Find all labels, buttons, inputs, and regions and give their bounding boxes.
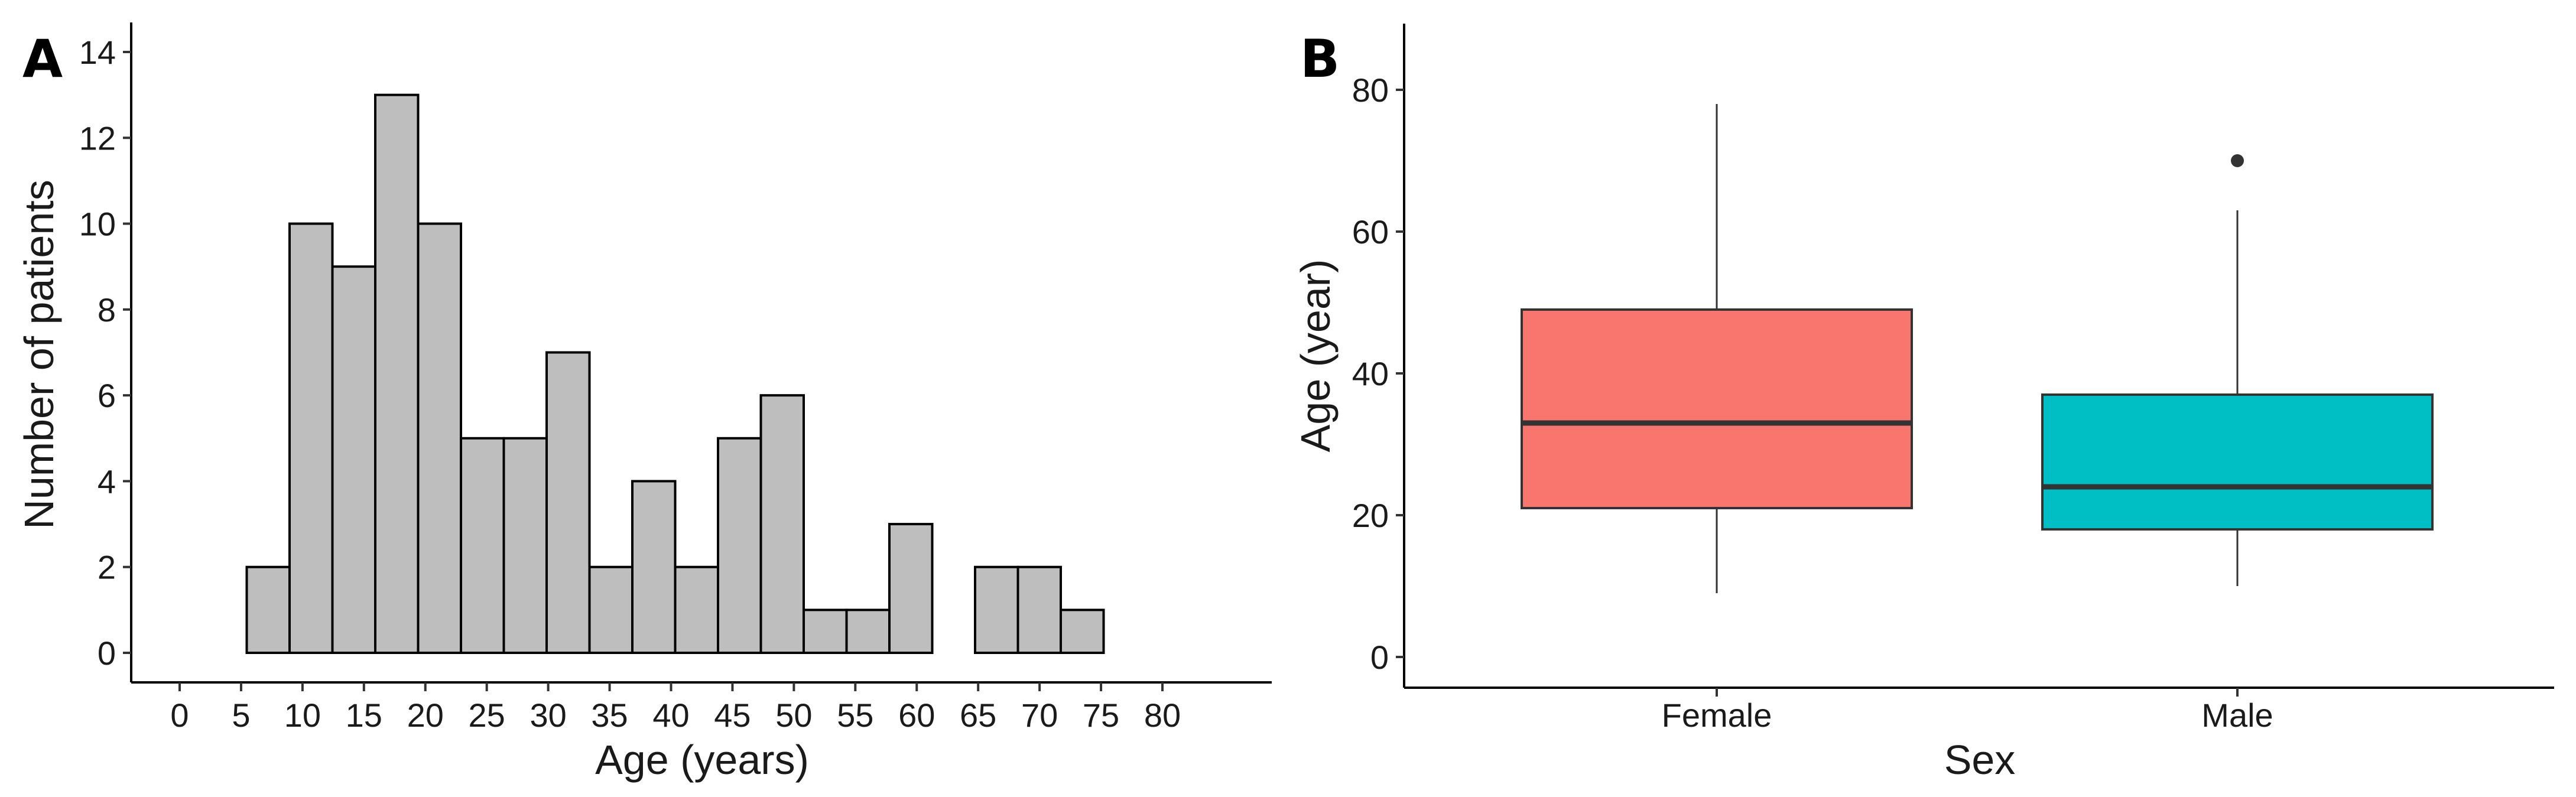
y-tick-label: 2 [98,549,116,586]
y-tick-label: 14 [79,34,116,71]
histogram-bar [674,565,719,655]
histogram-bar [974,565,1019,655]
x-tick-label: 0 [170,697,189,734]
x-tick-label: 50 [775,697,812,734]
x-tick-label: 35 [591,697,628,734]
x-tick-label: 20 [407,697,444,734]
histogram-bar [759,394,805,655]
y-tick-label: 0 [1370,639,1389,676]
panel-label-b: B [1300,28,1340,89]
y-tick-label: 10 [79,206,116,243]
histogram-bar [245,565,291,655]
y-tick-label: 0 [98,635,116,672]
y-tick-label: 40 [1352,355,1389,392]
y-axis-title: Number of patients [16,180,62,529]
histogram-bar [545,351,591,654]
x-tick-label: 80 [1144,697,1181,734]
x-tick-label: 25 [469,697,505,734]
boxplot-panel: B 0 20 40 60 80 Female Male Sex Age (year) [1292,24,2554,783]
y-tick-label: 80 [1352,71,1389,109]
x-tick-label: 65 [960,697,996,734]
histogram-bar [588,565,634,655]
histogram-bar [845,609,891,655]
x-tick-label: 75 [1083,697,1119,734]
x-axis-ticks: Female Male [1662,688,2273,734]
histogram-bar [502,437,548,654]
outlier-point [2231,154,2244,167]
histogram-bar [1016,565,1062,655]
x-tick-label: 55 [837,697,873,734]
histogram-bar [288,222,334,655]
histogram-bar [1060,609,1105,655]
y-tick-label: 6 [98,377,116,414]
x-axis-title: Age (years) [595,737,809,783]
x-tick-label: 30 [530,697,566,734]
panel-label-a: A [22,28,63,89]
x-tick-label: 10 [284,697,321,734]
y-tick-label: 12 [79,119,116,157]
y-axis-title: Age (year) [1292,259,1339,453]
x-axis-ticks: 0 5 10 15 20 25 30 35 40 45 50 55 60 65 70 75 80 [170,682,1181,734]
x-tick-label: 70 [1021,697,1058,734]
histogram-bar [717,437,762,654]
x-tick-label: Female [1662,697,1772,734]
y-axis-ticks: 0 2 4 6 8 10 12 14 [79,34,131,672]
y-tick-label: 60 [1352,213,1389,251]
histogram-bar [460,437,505,654]
x-tick-label: 15 [346,697,382,734]
x-tick-label: 60 [898,697,935,734]
y-tick-label: 20 [1352,497,1389,534]
histogram-bar [331,265,376,654]
box-iqr [1521,308,1913,509]
y-tick-label: 4 [98,463,116,500]
histogram-panel: A 0 2 4 6 8 10 12 14 0 5 10 15 20 25 30 35 40 45 50 55 60 65… [16,22,1272,783]
y-axis-ticks: 0 20 40 60 80 [1352,71,1404,676]
histogram-bars [245,93,1105,655]
histogram-bar [803,609,848,655]
x-axis-title: Sex [1944,737,2016,783]
x-tick-label: 45 [714,697,751,734]
histogram-bar [888,523,934,654]
histogram-bar [374,93,420,654]
histogram-bar [417,222,462,655]
x-tick-label: Male [2201,697,2273,734]
x-tick-label: 40 [652,697,689,734]
histogram-bar [631,480,677,655]
y-tick-label: 8 [98,291,116,328]
boxplots [1521,104,2434,593]
x-tick-label: 5 [232,697,250,734]
box-iqr [2041,393,2434,531]
